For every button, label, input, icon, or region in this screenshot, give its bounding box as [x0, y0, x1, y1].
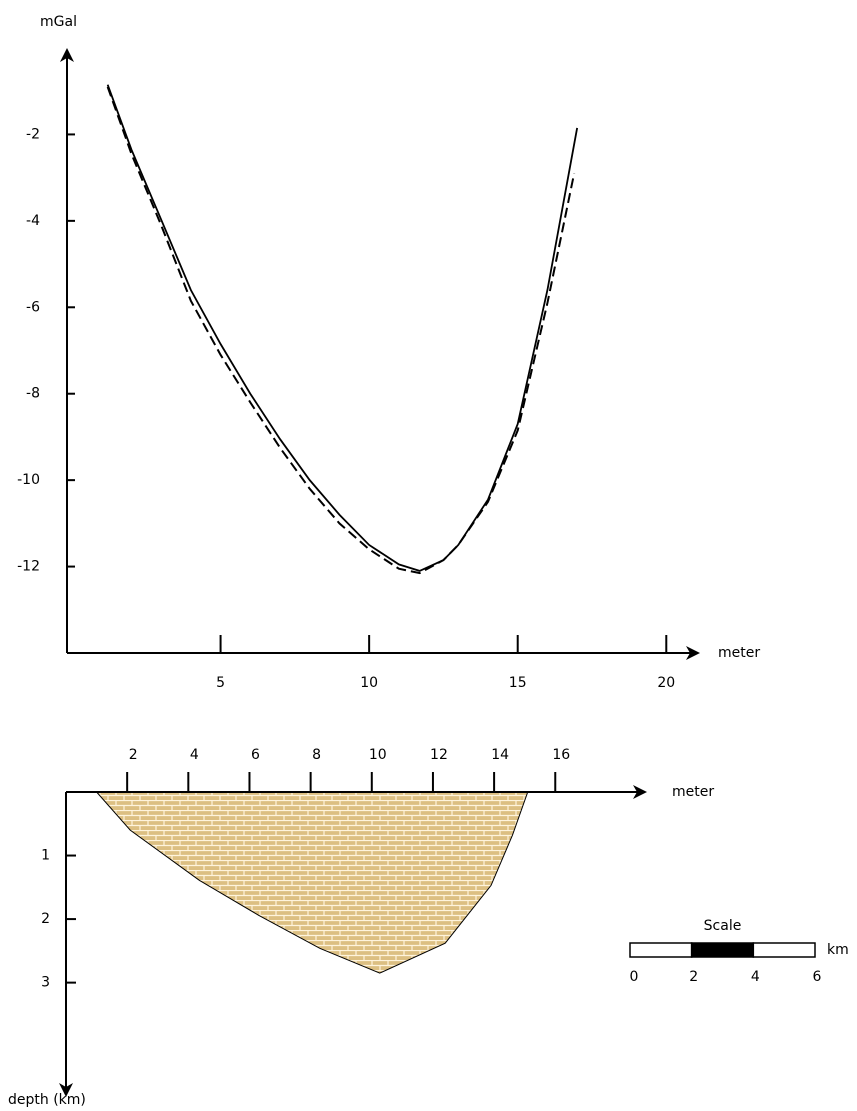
x-tick-label: 14	[491, 747, 509, 763]
y-tick-label: 3	[41, 975, 50, 991]
y-tick-label: 1	[41, 848, 50, 864]
y-tick-label: -4	[26, 213, 40, 229]
x-tick-label: 2	[129, 747, 138, 763]
scale-tick-label: 4	[751, 969, 760, 985]
x-tick-label: 12	[430, 747, 448, 763]
y-tick-label: -12	[17, 559, 40, 575]
curve	[106, 86, 576, 575]
scale-tick-label: 6	[813, 969, 822, 985]
x-tick-label: 4	[190, 747, 199, 763]
y-tick-label: -10	[17, 472, 40, 488]
x-tick-label: 6	[251, 747, 260, 763]
scale-segment	[690, 942, 755, 958]
x-axis-arrow	[686, 646, 700, 660]
x-tick-label: 5	[216, 675, 225, 691]
x-tick-label: 15	[509, 675, 527, 691]
scale-tick-label: 2	[689, 969, 698, 985]
x-tick-label: 8	[312, 747, 321, 763]
curve	[106, 84, 579, 572]
y-tick-label: 2	[41, 911, 50, 927]
x-axis-label: meter	[672, 784, 714, 800]
scale-unit: km	[827, 942, 849, 958]
x-tick-label: 16	[552, 747, 570, 763]
x-tick-label: 10	[369, 747, 387, 763]
y-axis-arrow	[60, 48, 74, 62]
x-axis-label: meter	[718, 645, 760, 661]
scale-segment	[629, 942, 693, 958]
scale-segment	[752, 942, 816, 958]
y-axis-label: mGal	[40, 14, 77, 30]
x-tick-label: 20	[657, 675, 675, 691]
y-tick-label: -8	[26, 386, 40, 402]
y-axis-label: depth (km)	[8, 1092, 86, 1108]
y-axis-arrow	[59, 1083, 73, 1097]
scale-tick-label: 0	[630, 969, 639, 985]
basin	[95, 791, 529, 974]
x-tick-label: 10	[360, 675, 378, 691]
x-axis-arrow	[633, 785, 647, 799]
y-tick-label: -6	[26, 299, 40, 315]
scale-title: Scale	[704, 918, 742, 934]
y-tick-label: -2	[26, 126, 40, 142]
